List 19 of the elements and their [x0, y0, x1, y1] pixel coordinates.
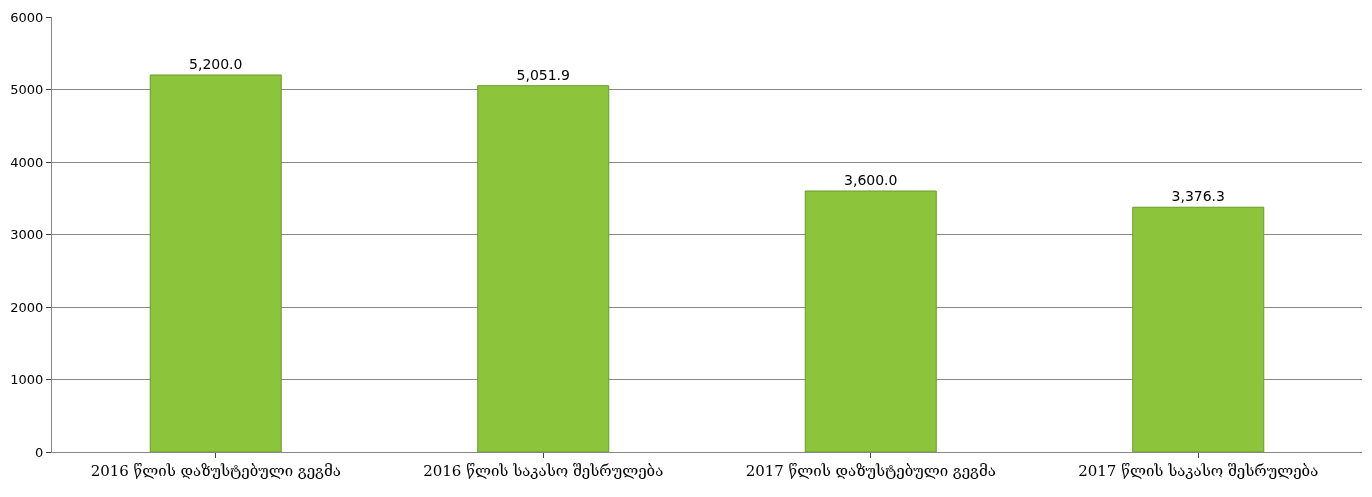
y-tick-label: 0 [35, 444, 44, 460]
bar [477, 85, 610, 452]
bar [1132, 206, 1265, 452]
bar [804, 190, 937, 452]
data-label: 5,200.0 [189, 56, 243, 72]
y-tick-label: 1000 [10, 372, 44, 388]
x-tick-label: 2016 წლის დაზუსტებული გეგმა [90, 462, 341, 480]
x-tick-label: 2017 წლის დაზუსტებული გეგმა [745, 462, 996, 480]
data-label: 3,376.3 [1171, 188, 1225, 205]
x-tick-label: 2016 წლის საკასო შესრულება [423, 462, 664, 480]
y-tick-label: 6000 [10, 9, 44, 25]
y-tick-label: 2000 [10, 299, 44, 315]
y-tick-label: 5000 [10, 82, 44, 98]
x-tick-label: 2017 წლის საკასო შესრულება [1078, 462, 1319, 480]
bar [149, 74, 282, 452]
y-tick-label: 3000 [10, 227, 44, 243]
data-label: 5,051.9 [516, 66, 570, 83]
y-tick-label: 4000 [10, 154, 44, 170]
data-label: 3,600.0 [844, 172, 898, 188]
